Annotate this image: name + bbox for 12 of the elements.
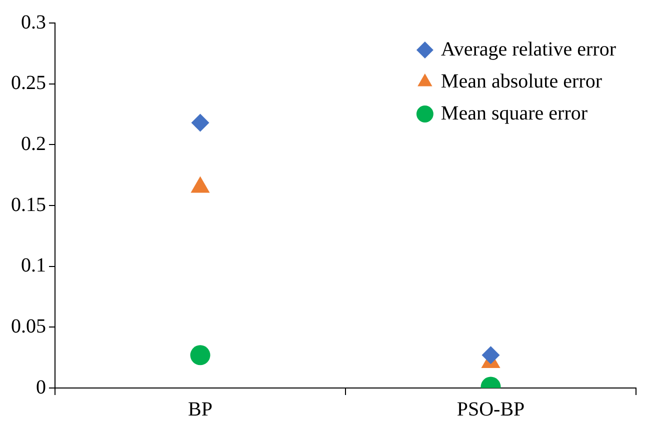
y-tick-label: 0.2 [21, 132, 46, 155]
x-tick-label: BP [188, 398, 212, 420]
x-tick-label: PSO-BP [456, 398, 525, 420]
y-tick-label: 0 [36, 376, 46, 398]
y-tick-label: 0.15 [11, 194, 46, 216]
legend-label: Mean absolute error [440, 70, 602, 92]
y-tick-label: 0.05 [11, 315, 46, 338]
legend-label: Mean square error [440, 102, 588, 124]
y-tick-label: 0.1 [21, 254, 46, 277]
legend-label: Average relative error [440, 38, 616, 60]
y-tick-label: 0.3 [21, 11, 46, 34]
y-tick-label: 0.25 [11, 72, 46, 94]
